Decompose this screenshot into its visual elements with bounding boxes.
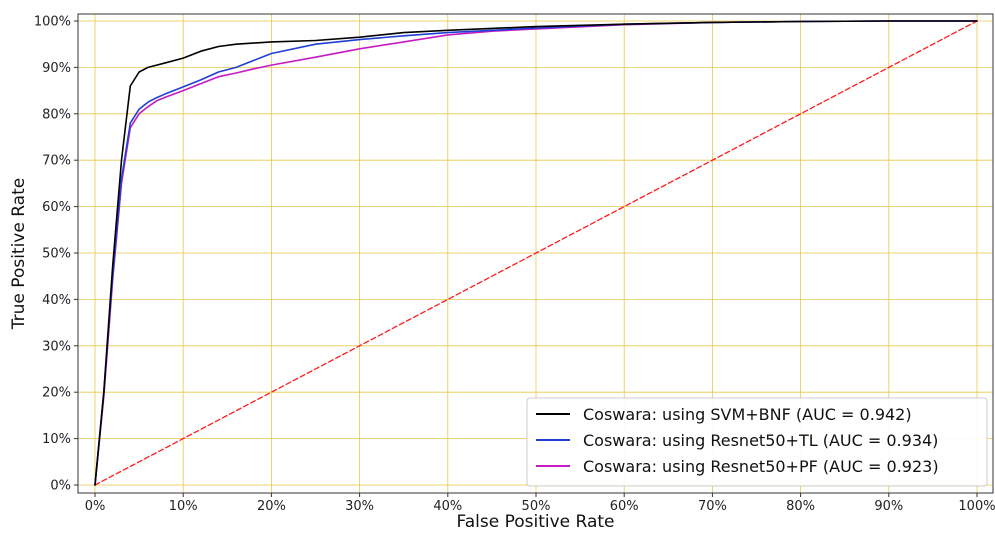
legend: Coswara: using SVM+BNF (AUC = 0.942) Cosw… <box>526 397 988 487</box>
series-lines <box>94 20 978 486</box>
y-axis-title: True Positive Rate <box>9 178 29 330</box>
x-tick-label: 80% <box>786 499 815 514</box>
x-tick-label: 20% <box>257 499 286 514</box>
x-tick-label: 90% <box>874 499 903 514</box>
legend-box <box>526 397 988 487</box>
x-tick-label: 60% <box>610 499 639 514</box>
legend-label: Coswara: using SVM+BNF (AUC = 0.942) <box>583 405 912 424</box>
x-tick-label: 50% <box>522 499 551 514</box>
y-tick-label: 100% <box>34 15 71 30</box>
x-tick-label: 10% <box>169 499 198 514</box>
plot-area-frame <box>77 13 994 494</box>
y-tick-label: 10% <box>42 432 71 447</box>
chance-diagonal-line <box>94 20 978 486</box>
x-tick-label: 100% <box>958 499 995 514</box>
x-tick-label: 70% <box>698 499 727 514</box>
x-tick-label: 40% <box>433 499 462 514</box>
y-tick-label: 50% <box>42 247 71 262</box>
y-tick-label: 70% <box>42 154 71 169</box>
y-tick-label: 40% <box>42 293 71 308</box>
x-axis-title: False Positive Rate <box>457 512 615 532</box>
y-tick-label: 0% <box>50 479 71 494</box>
y-tick-label: 20% <box>42 386 71 401</box>
y-tick-label: 80% <box>42 107 71 122</box>
y-tick-label: 90% <box>42 61 71 76</box>
x-tick-label: 30% <box>345 499 374 514</box>
axis-ticks: 0% 10% 20% 30% 40% 50% 60% 70% 80% 90% 100% 0% 10% 20… <box>34 15 995 515</box>
x-tick-label: 0% <box>85 499 106 514</box>
y-tick-label: 60% <box>42 200 71 215</box>
series-line-0 <box>94 20 978 486</box>
y-tick-label: 30% <box>42 339 71 354</box>
legend-label: Coswara: using Resnet50+TL (AUC = 0.934) <box>583 431 938 450</box>
legend-label: Coswara: using Resnet50+PF (AUC = 0.923) <box>583 457 939 476</box>
